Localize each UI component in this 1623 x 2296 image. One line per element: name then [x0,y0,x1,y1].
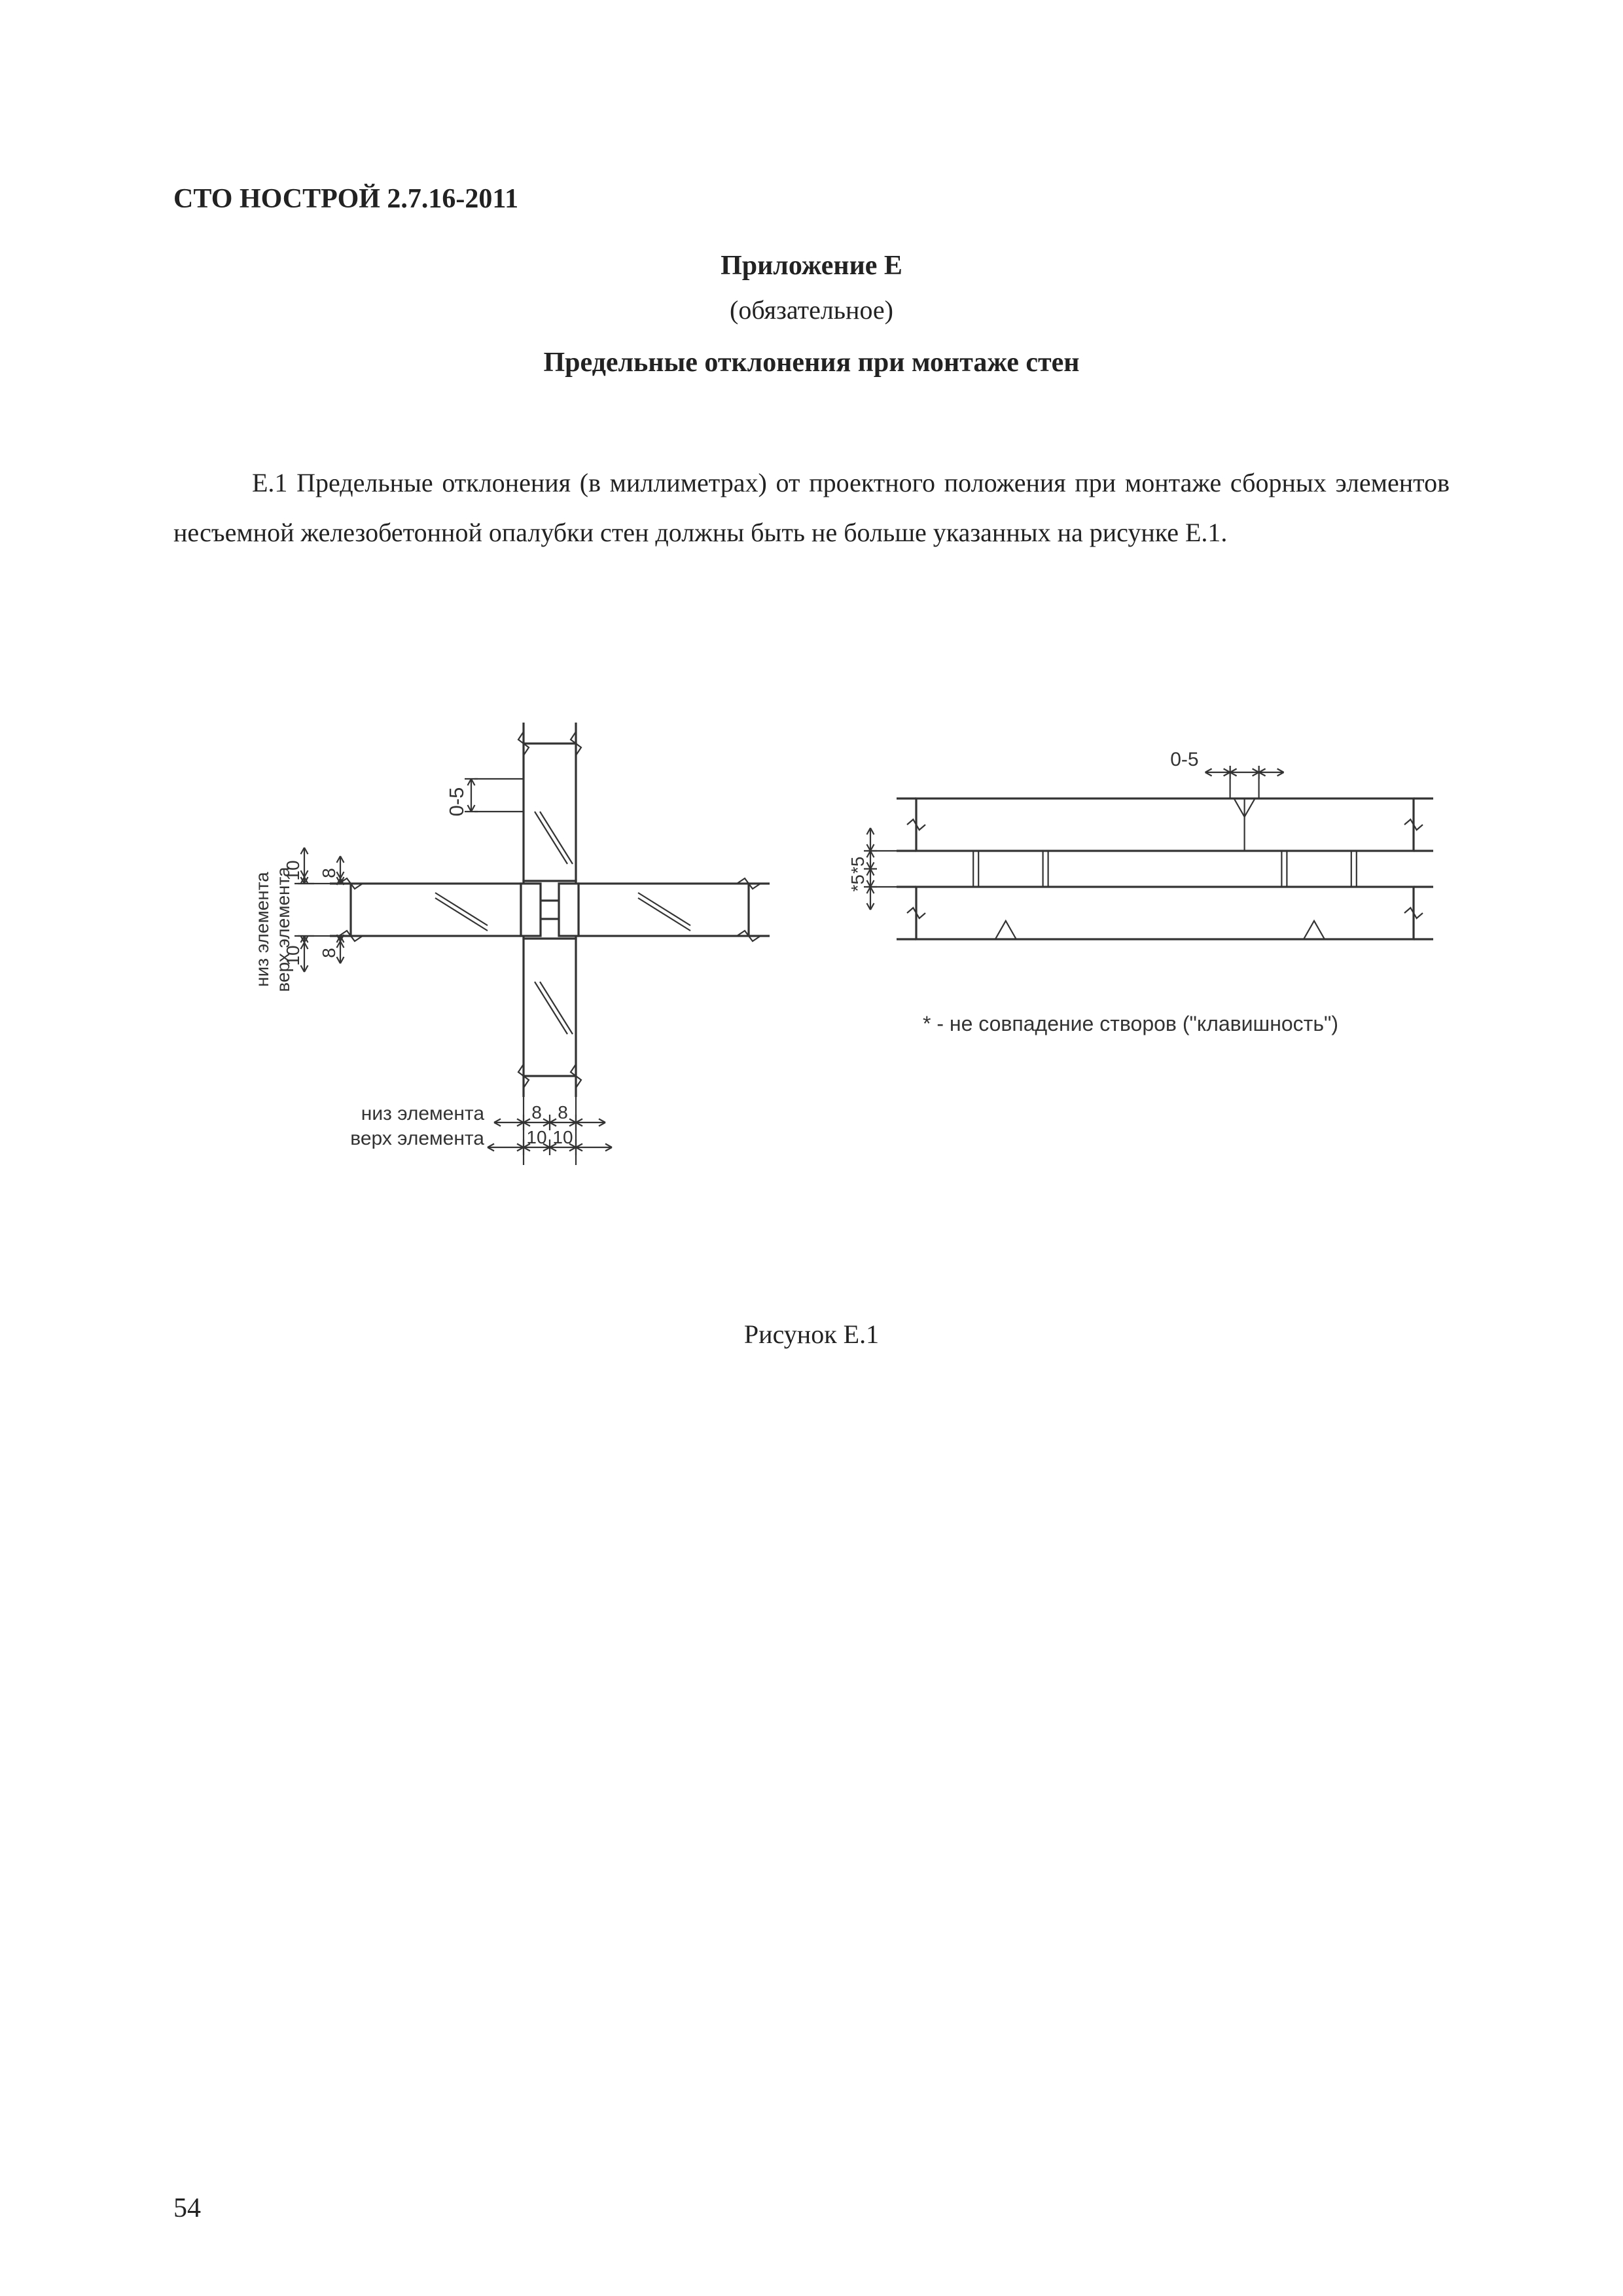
svg-text:10: 10 [526,1127,546,1147]
svg-text:0-5: 0-5 [445,787,468,817]
svg-text:*5: *5 [847,874,868,891]
svg-text:10: 10 [552,1127,573,1147]
doc-code: СТО НОСТРОЙ 2.7.16-2011 [173,183,518,215]
mandatory-label: (обязательное) [0,295,1623,325]
svg-text:низ элемента: низ элемента [361,1103,485,1124]
svg-text:8: 8 [319,868,339,878]
subtitle: Предельные отклонения при монтаже стен [0,347,1623,378]
figure-caption: Рисунок Е.1 [0,1319,1623,1350]
svg-text:верх элемента: верх элемента [350,1128,484,1149]
paragraph-text: Е.1 Предельные отклонения (в миллиметрах… [173,468,1450,547]
svg-text:* - не совпадение створов ("кл: * - не совпадение створов ("клавишность"… [923,1012,1338,1035]
svg-text:8: 8 [319,948,339,958]
svg-text:8: 8 [558,1102,568,1122]
svg-text:8: 8 [531,1102,542,1122]
svg-text:низ элемента: низ элемента [252,872,272,987]
svg-text:верх элемента: верх элемента [273,867,293,992]
appendix-title: Приложение Е [0,250,1623,281]
paragraph-e1: Е.1 Предельные отклонения (в миллиметрах… [173,458,1450,558]
svg-text:0-5: 0-5 [1170,749,1198,770]
page-number: 54 [173,2193,201,2224]
svg-text:*5: *5 [847,857,868,874]
figure-e1: 0-5101088низ элементаверх элемента881010… [183,648,1459,1270]
